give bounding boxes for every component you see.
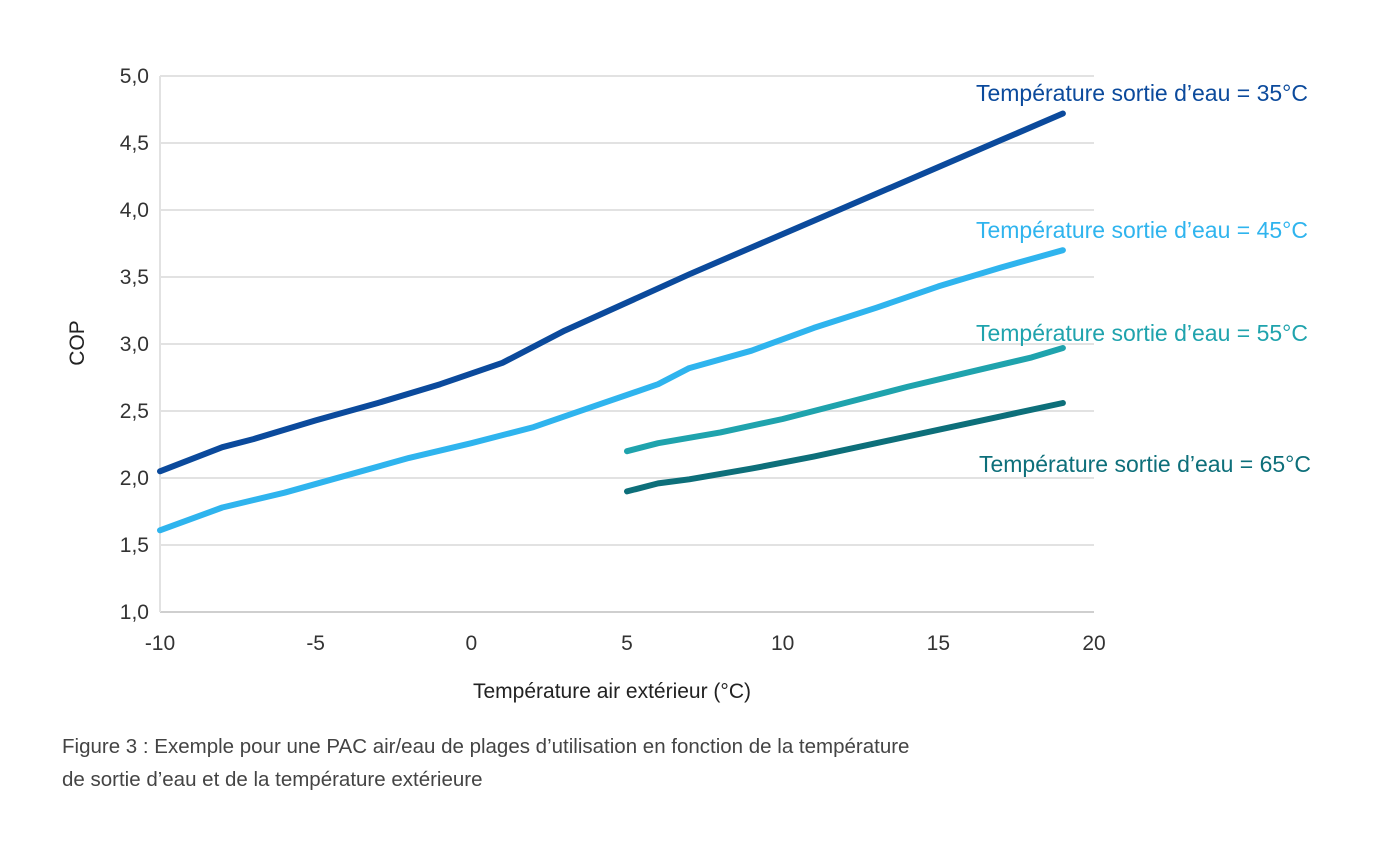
y-axis-title: COP: [66, 320, 89, 366]
x-tick-label: 5: [621, 632, 633, 655]
series-line-45: [157, 247, 1066, 534]
series-label-35: Température sortie d’eau = 35°C: [976, 80, 1308, 106]
y-tick-label: 1,0: [120, 601, 149, 624]
y-tick-label: 2,5: [120, 400, 149, 423]
series-lines: [157, 110, 1066, 534]
series-line-35: [157, 110, 1066, 475]
x-axis-title: Température air extérieur (°C): [473, 680, 751, 703]
y-tick-label: 3,0: [120, 333, 149, 356]
figure-caption: Figure 3 : Exemple pour une PAC air/eau …: [62, 730, 1162, 796]
x-tick-label: 15: [927, 632, 950, 655]
series-label-65: Température sortie d’eau = 65°C: [979, 451, 1311, 477]
series-line-65: [624, 400, 1066, 495]
caption-line-2: de sortie d’eau et de la température ext…: [62, 768, 483, 791]
x-axis-ticks: -10 -5 0 5 10 15 20: [145, 632, 1106, 655]
series-label-45: Température sortie d’eau = 45°C: [976, 217, 1308, 243]
y-tick-label: 2,0: [120, 467, 149, 490]
caption-line-1: Figure 3 : Exemple pour une PAC air/eau …: [62, 735, 910, 758]
y-axis-ticks: 1,0 1,5 2,0 2,5 3,0 3,5 4,0 4,5 5,0: [120, 65, 149, 624]
series-label-55: Température sortie d’eau = 55°C: [976, 320, 1308, 346]
x-tick-label: 20: [1082, 632, 1105, 655]
y-tick-label: 4,0: [120, 199, 149, 222]
series-labels: Température sortie d’eau = 35°C Températ…: [976, 80, 1311, 477]
x-tick-label: -5: [306, 632, 325, 655]
y-tick-label: 5,0: [120, 65, 149, 88]
y-tick-label: 4,5: [120, 132, 149, 155]
y-tick-label: 1,5: [120, 534, 149, 557]
series-line-55: [624, 345, 1066, 455]
grid-lines: [159, 75, 1094, 613]
x-tick-label: 10: [771, 632, 794, 655]
x-tick-label: 0: [465, 632, 477, 655]
x-tick-label: -10: [145, 632, 175, 655]
y-tick-label: 3,5: [120, 266, 149, 289]
